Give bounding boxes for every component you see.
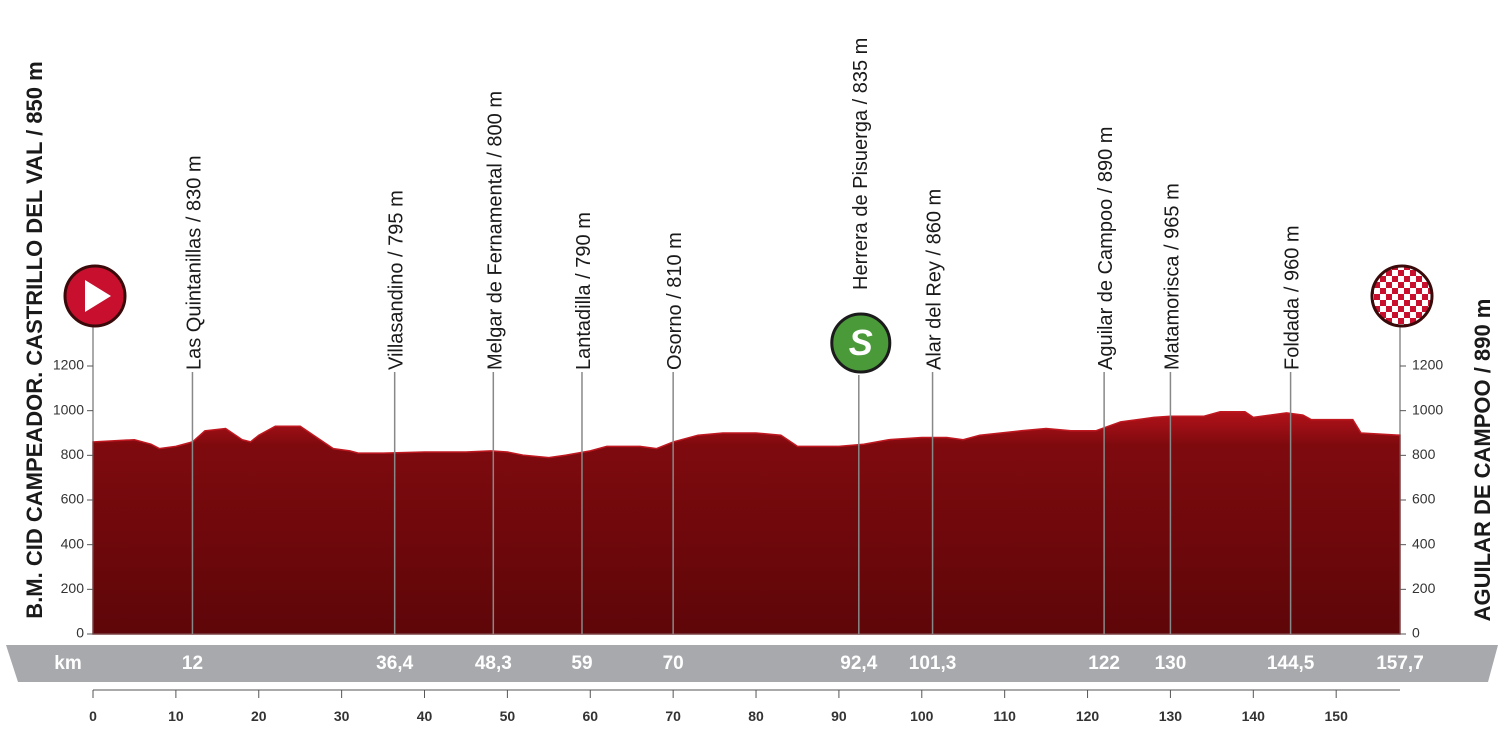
x-tick-label: 50 xyxy=(500,708,516,724)
x-tick-label: 70 xyxy=(665,708,681,724)
start-label: B.M. CID CAMPEADOR. CASTRILLO DEL VAL / … xyxy=(22,61,47,618)
waypoint-km: 36,4 xyxy=(376,653,413,674)
x-tick-label: 100 xyxy=(910,708,934,724)
x-tick-label: 10 xyxy=(168,708,184,724)
waypoint-label: Herrera de Pisuerga / 835 m xyxy=(850,38,872,290)
waypoint-label: Alar del Rey / 860 m xyxy=(924,189,946,370)
y-tick-label: 600 xyxy=(61,491,85,507)
waypoint-label: Lantadilla / 790 m xyxy=(573,212,595,370)
waypoint-km: 70 xyxy=(663,653,684,674)
finish-km: 157,7 xyxy=(1376,653,1424,674)
y-tick-label: 800 xyxy=(61,446,85,462)
waypoint-km: 122 xyxy=(1088,653,1120,674)
km-unit: km xyxy=(54,653,81,674)
waypoint-label: Osorno / 810 m xyxy=(664,232,686,370)
waypoint-km: 48,3 xyxy=(475,653,512,674)
sprint-icon xyxy=(830,312,892,374)
x-tick-label: 120 xyxy=(1076,708,1100,724)
x-tick-label: 0 xyxy=(89,708,97,724)
waypoint-km: 59 xyxy=(571,653,592,674)
waypoint-label: Matamorisca / 965 m xyxy=(1161,183,1183,370)
waypoint-label: Villasandino / 795 m xyxy=(386,190,408,370)
x-tick-label: 30 xyxy=(334,708,350,724)
y-tick-label: 0 xyxy=(1412,625,1420,641)
waypoint-km: 130 xyxy=(1155,653,1187,674)
y-tick-label: 1200 xyxy=(1412,357,1443,373)
y-tick-label: 800 xyxy=(1412,446,1436,462)
y-tick-label: 400 xyxy=(1412,535,1436,551)
x-tick-label: 40 xyxy=(417,708,433,724)
waypoint-label: Melgar de Fernamental / 800 m xyxy=(484,91,506,370)
waypoint-label: Las Quintanillas / 830 m xyxy=(183,155,205,370)
waypoint-km: 101,3 xyxy=(909,653,957,674)
start-arrow xyxy=(85,280,111,312)
y-tick-label: 1000 xyxy=(53,401,84,417)
waypoint-km: 144,5 xyxy=(1267,653,1315,674)
y-tick-label: 400 xyxy=(61,535,85,551)
km-bar xyxy=(6,645,1498,682)
finish-label: AGUILAR DE CAMPOO / 890 m xyxy=(1470,299,1495,622)
x-tick-label: 60 xyxy=(582,708,598,724)
x-tick-label: 110 xyxy=(993,708,1016,724)
x-tick-label: 150 xyxy=(1325,708,1349,724)
y-tick-label: 1000 xyxy=(1412,401,1443,417)
waypoint-label: Aguilar de Campoo / 890 m xyxy=(1095,127,1117,370)
y-tick-label: 200 xyxy=(1412,580,1436,596)
x-tick-label: 140 xyxy=(1242,708,1266,724)
x-tick-label: 90 xyxy=(831,708,847,724)
y-tick-label: 200 xyxy=(61,580,85,596)
finish-icon xyxy=(1370,264,1434,328)
waypoint-km: 92,4 xyxy=(840,653,877,674)
elevation-area xyxy=(92,411,1401,635)
x-tick-label: 20 xyxy=(251,708,267,724)
x-tick-label: 130 xyxy=(1159,708,1183,724)
y-tick-label: 0 xyxy=(76,625,84,641)
sprint-symbol: S xyxy=(849,322,873,363)
y-tick-label: 600 xyxy=(1412,491,1436,507)
waypoint-label: Foldada / 960 m xyxy=(1282,225,1304,370)
waypoint-km: 12 xyxy=(182,653,203,674)
y-tick-label: 1200 xyxy=(53,357,84,373)
x-tick-label: 80 xyxy=(748,708,764,724)
